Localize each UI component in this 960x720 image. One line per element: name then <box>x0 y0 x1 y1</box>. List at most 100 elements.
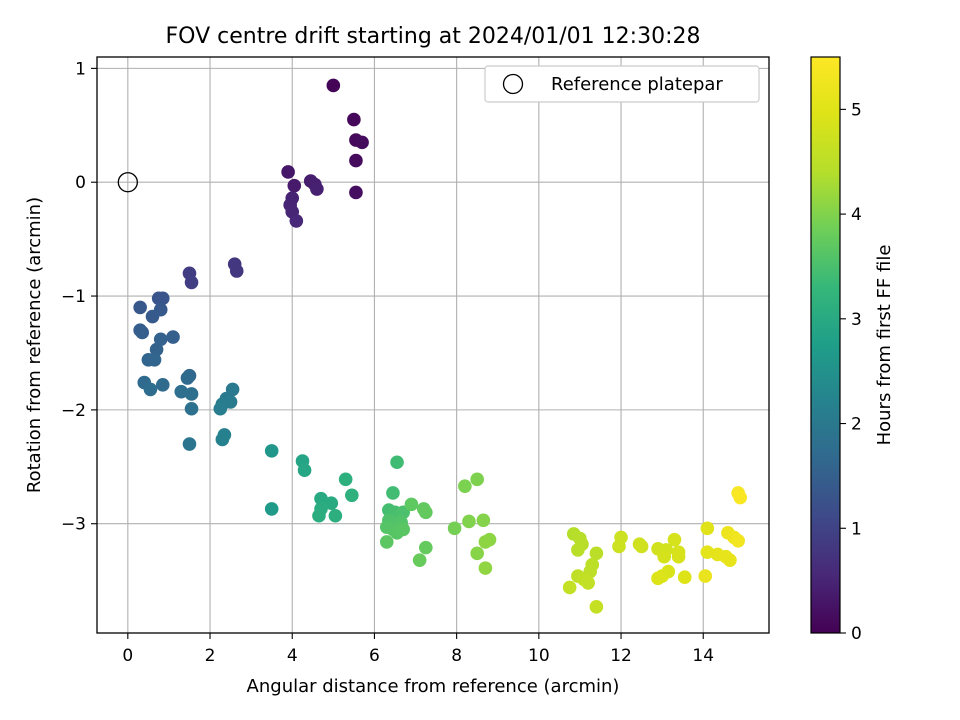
data-point <box>581 576 595 590</box>
data-point <box>182 437 197 451</box>
data-point <box>657 549 671 564</box>
data-point <box>634 539 649 554</box>
data-point <box>289 214 304 228</box>
data-point <box>264 502 279 516</box>
data-point <box>184 275 199 290</box>
data-point <box>698 569 713 583</box>
data-point <box>213 401 228 416</box>
data-point <box>462 514 476 529</box>
x-tick-label: 2 <box>205 646 216 666</box>
x-tick-label: 6 <box>369 646 380 666</box>
colorbar: 0 1 2 3 4 5 Hours from first FF file <box>810 56 895 644</box>
data-point <box>349 153 363 168</box>
data-point <box>287 178 302 193</box>
data-point <box>419 505 433 520</box>
colorbar-label: Hours from first FF file <box>874 245 895 446</box>
data-point <box>155 291 170 306</box>
data-point <box>733 490 748 505</box>
data-point <box>723 553 737 567</box>
grid <box>97 57 769 633</box>
data-point <box>470 546 484 561</box>
data-point <box>562 580 577 595</box>
data-point <box>404 497 419 512</box>
data-point <box>135 325 150 340</box>
data-point <box>390 455 404 470</box>
data-point <box>145 309 160 324</box>
x-tick-label: 0 <box>122 646 133 666</box>
x-tick-label: 4 <box>287 646 298 666</box>
x-axis-ticks: 0 2 4 6 8 10 12 14 <box>122 633 714 666</box>
data-point <box>447 521 462 536</box>
colorbar-tick-label: 0 <box>851 624 862 644</box>
data-point <box>328 508 343 523</box>
x-tick-label: 12 <box>610 646 632 666</box>
data-point <box>155 378 170 392</box>
data-point <box>184 401 199 416</box>
data-point <box>355 135 369 150</box>
data-point <box>324 496 339 511</box>
data-point <box>297 463 312 478</box>
data-point <box>379 535 394 549</box>
y-axis-ticks: 1 0 −1 −2 −3 <box>61 59 97 535</box>
x-tick-label: 14 <box>692 646 714 666</box>
data-point <box>310 182 324 196</box>
colorbar-tick-label: 5 <box>851 100 862 120</box>
scatter-points <box>133 78 748 614</box>
data-point <box>347 112 361 127</box>
y-axis-label: Rotation from reference (arcmin) <box>24 197 45 493</box>
data-point <box>133 300 147 315</box>
data-point <box>153 332 168 347</box>
x-tick-label: 8 <box>451 646 462 666</box>
reference-marker-layer <box>117 172 138 193</box>
data-point <box>478 535 493 549</box>
data-point <box>677 570 692 585</box>
colorbar-ticks: 0 1 2 3 4 5 <box>840 100 862 644</box>
y-tick-label: 1 <box>75 59 86 79</box>
y-tick-label: 0 <box>75 173 86 193</box>
data-point <box>349 185 363 200</box>
data-point <box>174 384 189 399</box>
data-point <box>476 513 491 528</box>
y-tick-label: −1 <box>61 287 86 307</box>
data-point <box>651 571 665 586</box>
data-point <box>314 491 328 506</box>
y-tick-label: −2 <box>61 401 86 421</box>
data-point <box>326 78 341 93</box>
data-point <box>215 432 230 447</box>
plot-frame <box>96 56 770 634</box>
data-point <box>386 486 400 500</box>
colorbar-tick-label: 3 <box>851 310 862 330</box>
data-point <box>396 522 411 537</box>
data-point <box>700 545 715 559</box>
data-point <box>731 533 745 548</box>
data-point <box>700 521 715 536</box>
x-tick-label: 10 <box>528 646 550 666</box>
legend-reference-marker-icon <box>502 73 524 95</box>
data-point <box>419 540 433 555</box>
legend-label: Reference platepar <box>551 74 723 95</box>
data-point <box>312 508 326 523</box>
data-point <box>667 532 682 547</box>
data-point <box>147 352 162 367</box>
data-point <box>338 472 353 487</box>
colorbar-tick-label: 2 <box>851 415 862 435</box>
colorbar-tick-label: 1 <box>851 519 862 539</box>
data-point <box>229 264 244 278</box>
chart-title: FOV centre drift starting at 2024/01/01 … <box>166 24 701 49</box>
data-point <box>166 330 180 344</box>
data-point <box>184 387 199 401</box>
data-point <box>470 472 484 487</box>
legend: Reference platepar <box>484 65 760 103</box>
colorbar-tick-label: 4 <box>851 205 862 225</box>
data-point <box>264 444 279 458</box>
data-point <box>458 479 472 493</box>
reference-platepar-marker <box>117 172 138 193</box>
data-point <box>478 561 493 575</box>
y-tick-label: −3 <box>61 515 86 535</box>
data-point <box>571 543 585 557</box>
data-point <box>589 546 604 561</box>
data-point <box>149 342 164 357</box>
x-axis-label: Angular distance from reference (arcmin) <box>247 676 620 697</box>
data-point <box>671 549 686 564</box>
